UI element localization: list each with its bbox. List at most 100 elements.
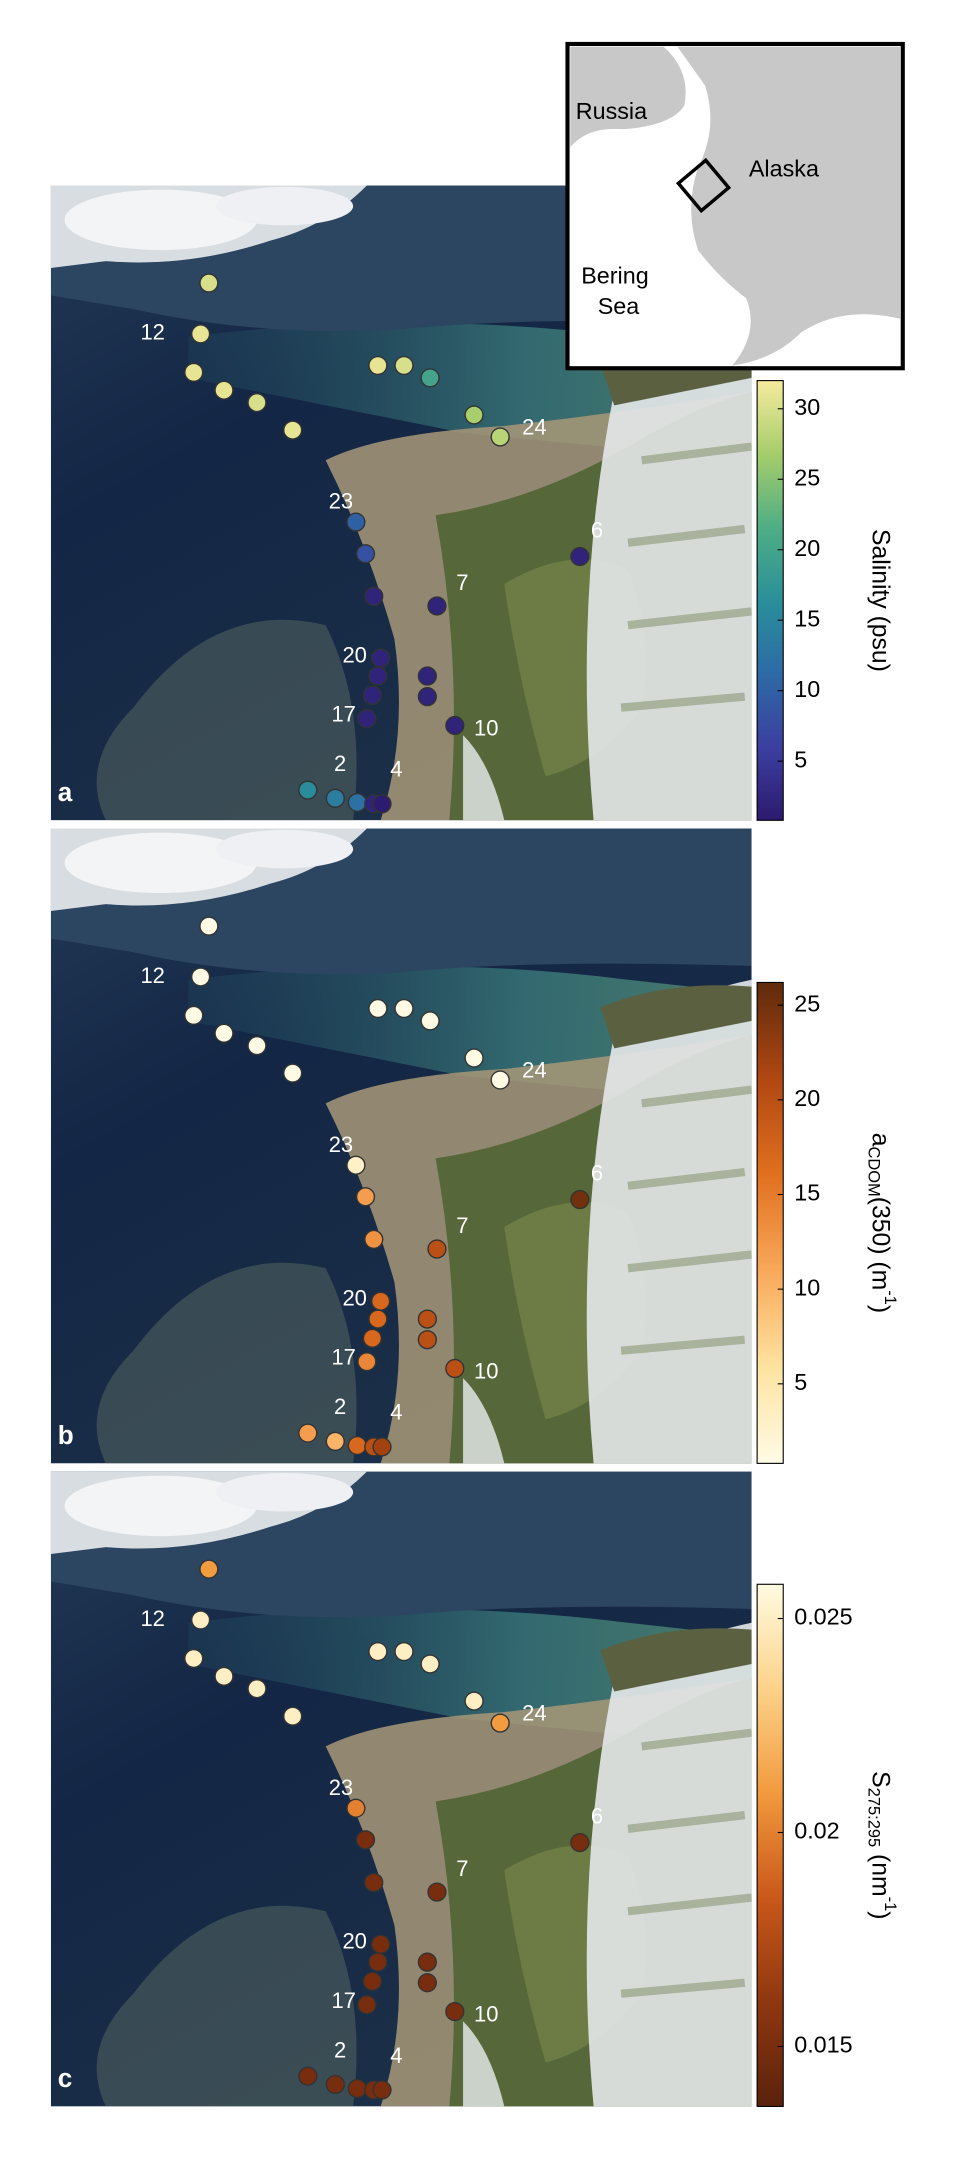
colorbar-tick-label: 15 (794, 1180, 820, 1206)
station-dot (464, 405, 484, 425)
station-dot (570, 546, 590, 567)
colorbar-label-part: 275:295 (864, 1788, 882, 1848)
station-dot (199, 273, 219, 293)
station-dot (464, 1048, 484, 1068)
station-label: 4 (390, 2043, 402, 2068)
station-label: 6 (591, 1804, 603, 1829)
station-dot (347, 792, 367, 813)
station-dot (214, 1023, 234, 1043)
station-label: 10 (474, 715, 498, 740)
panel-label: c (58, 2063, 73, 2093)
station-dot (199, 1559, 219, 1579)
inset-label: Alaska (749, 156, 819, 182)
inset-label: Russia (576, 98, 647, 124)
station-dot (490, 1070, 510, 1090)
station-dot (298, 780, 318, 800)
station-dot (355, 1187, 376, 1207)
station-dot (347, 1435, 367, 1456)
station-dot (445, 2001, 465, 2022)
station-label: 6 (591, 1161, 603, 1186)
colorbar-tick-label: 5 (794, 746, 807, 772)
station-dot (368, 666, 388, 686)
station-label: 23 (329, 489, 353, 514)
station-label: 12 (140, 1606, 164, 1631)
station-dot (445, 1358, 465, 1379)
station-dot (184, 1648, 204, 1669)
station-dot (570, 1189, 590, 1210)
station-label: 17 (331, 1988, 355, 2013)
station-dot (417, 1330, 437, 1350)
colorbar-tick-label: 10 (794, 676, 820, 702)
station-dot (445, 715, 465, 736)
inset-label: Sea (598, 293, 640, 319)
colorbar-label: S275:295 (nm-1) (864, 1771, 898, 1919)
station-dot (427, 1239, 447, 1259)
colorbar-label-part: ) (867, 1911, 894, 1919)
station-dot (420, 1011, 440, 1031)
station-label: 17 (331, 1345, 355, 1370)
colorbar-label: Salinity (psu) (867, 529, 894, 672)
station-dot (214, 1666, 234, 1686)
station-dot (247, 392, 267, 413)
station-label: 17 (331, 702, 355, 727)
colorbar-tick-label: 25 (794, 464, 820, 490)
colorbar-tick-label: 30 (794, 394, 820, 420)
colorbar: 5 10 15 20 25 30 Salinity (psu) (756, 380, 894, 821)
colorbar-label-part: ) (867, 1305, 894, 1313)
station-dot (247, 1679, 267, 1699)
station-dot (394, 1641, 414, 1662)
station-dot (372, 794, 392, 814)
station-dot (355, 544, 376, 564)
station-dot (490, 427, 510, 447)
satellite-image (51, 1472, 752, 2107)
station-dot (362, 1971, 383, 1991)
station-dot (184, 362, 204, 382)
station-dot (368, 1952, 388, 1972)
station-label: 12 (140, 320, 164, 345)
station-dot (357, 709, 377, 729)
station-dot (199, 916, 219, 936)
station-dot (247, 1036, 267, 1056)
station-dot (347, 2078, 367, 2099)
colorbar-label: aCDOM(350) (m-1) (864, 1133, 898, 1313)
colorbar-label-part: CDOM (864, 1146, 882, 1196)
colorbar-fill (756, 981, 784, 1464)
colorbar-tick-label: 20 (794, 535, 820, 561)
station-label: 24 (522, 1701, 546, 1726)
satellite-image (51, 829, 752, 1464)
station-dot (371, 1291, 391, 1311)
station-dot (417, 1309, 437, 1329)
colorbar: 5 10 15 20 25 aCDOM(350) (m-1) (756, 981, 899, 1464)
colorbar-tick-label: 25 (794, 990, 820, 1016)
station-dot (214, 380, 234, 400)
station-label: 24 (522, 415, 546, 440)
station-label: 10 (474, 1358, 498, 1383)
station-dot (490, 1713, 510, 1733)
station-label: 7 (456, 1856, 468, 1881)
station-dot (371, 1934, 391, 1954)
inset-map: Russia Alaska Bering Sea (565, 41, 905, 371)
station-label: 7 (456, 1213, 468, 1238)
station-dot (346, 512, 366, 532)
colorbar-fill (756, 380, 784, 821)
station-label: 2 (334, 1394, 346, 1419)
inset-alaska (677, 46, 901, 366)
station-dot (372, 2080, 392, 2100)
station-dot (283, 1706, 303, 1726)
colorbar-label-part: -1 (881, 1897, 899, 1912)
colorbar-tick-label: 5 (794, 1369, 807, 1395)
inset-russia (570, 46, 686, 148)
station-dot (357, 1995, 377, 2015)
station-dot (298, 2066, 318, 2086)
station-dot (184, 1005, 204, 1026)
station-dot (283, 1063, 303, 1083)
station-dot (394, 998, 414, 1019)
colorbar-tick-label: 0.025 (794, 1604, 852, 1630)
station-dot (368, 1309, 388, 1329)
station-label: 6 (591, 518, 603, 543)
colorbar-tick-label: 0.015 (794, 2032, 852, 2058)
station-label: 24 (522, 1058, 546, 1083)
colorbar-label-part: Salinity (psu) (867, 529, 894, 672)
